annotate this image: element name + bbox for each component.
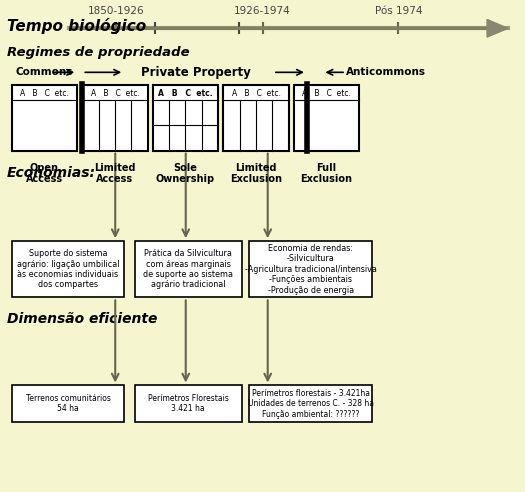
Text: Sole
Ownership: Sole Ownership: [156, 163, 215, 184]
Text: Terrenos comunitários
54 ha: Terrenos comunitários 54 ha: [26, 394, 110, 413]
Bar: [12, 85, 77, 151]
Text: Prática da Silvicultura
com áreas marginais
de suporte ao sistema
agrário tradic: Prática da Silvicultura com áreas margin…: [143, 249, 233, 289]
Text: Private Property: Private Property: [141, 66, 250, 79]
Bar: [249, 385, 372, 422]
Bar: [82, 85, 148, 151]
Text: Open
Access: Open Access: [26, 163, 63, 184]
Text: Pós 1974: Pós 1974: [374, 6, 422, 16]
Text: Tempo biológico: Tempo biológico: [7, 18, 146, 34]
Text: Commons: Commons: [16, 67, 73, 77]
Bar: [153, 85, 218, 151]
Text: Anticommons: Anticommons: [346, 67, 426, 77]
Text: Economia de rendas:
-Silvicultura
-Agricultura tradicional/intensiva
-Funções am: Economia de rendas: -Silvicultura -Agric…: [245, 244, 377, 295]
Bar: [12, 241, 124, 297]
Text: 1850-1926: 1850-1926: [88, 6, 144, 16]
Bar: [134, 385, 242, 422]
Bar: [134, 241, 242, 297]
Bar: [12, 385, 124, 422]
Text: Perímetros Florestais
3.421 ha: Perímetros Florestais 3.421 ha: [148, 394, 228, 413]
Text: Perímetros florestais - 3.421ha
Unidades de terrenos C. - 328 ha
Função ambienta: Perímetros florestais - 3.421ha Unidades…: [248, 389, 374, 419]
Bar: [223, 85, 289, 151]
Text: Suporte do sistema
agrário: ligação umbilical
às economias individuais
dos compa: Suporte do sistema agrário: ligação umbi…: [17, 249, 119, 289]
Text: Full
Exclusion: Full Exclusion: [300, 163, 352, 184]
Text: Dimensão eficiente: Dimensão eficiente: [7, 312, 157, 326]
Bar: [294, 85, 359, 151]
Bar: [249, 241, 372, 297]
Text: 1926-1974: 1926-1974: [234, 6, 291, 16]
Text: Limited
Access: Limited Access: [94, 163, 136, 184]
Text: A   B   C  etc.: A B C etc.: [158, 89, 213, 98]
Text: A   B   C  etc.: A B C etc.: [20, 89, 69, 98]
Text: Regimes de propriedade: Regimes de propriedade: [7, 46, 189, 59]
Polygon shape: [487, 20, 508, 37]
Text: Economias:: Economias:: [7, 166, 96, 180]
Text: A   B   C  etc.: A B C etc.: [302, 89, 351, 98]
Text: A   B   C  etc.: A B C etc.: [232, 89, 280, 98]
Text: A   B   C  etc.: A B C etc.: [90, 89, 140, 98]
Text: Limited
Exclusion: Limited Exclusion: [230, 163, 282, 184]
